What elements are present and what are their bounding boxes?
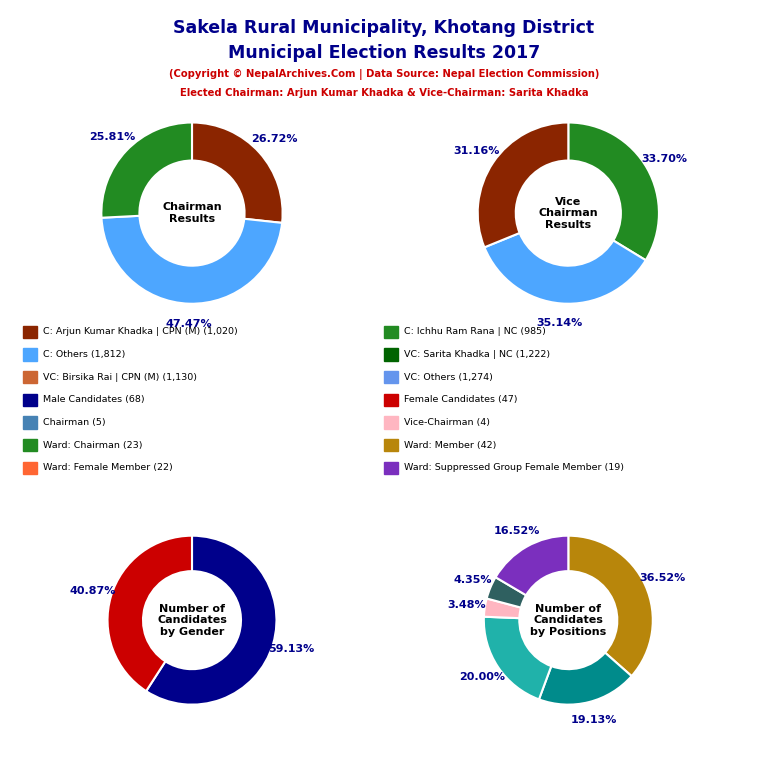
Wedge shape	[495, 536, 568, 595]
Text: Municipal Election Results 2017: Municipal Election Results 2017	[228, 44, 540, 61]
Text: 19.13%: 19.13%	[570, 715, 617, 725]
Wedge shape	[568, 123, 659, 260]
Wedge shape	[108, 536, 192, 691]
Wedge shape	[478, 123, 568, 247]
Text: Number of
Candidates
by Gender: Number of Candidates by Gender	[157, 604, 227, 637]
Text: Vice-Chairman (4): Vice-Chairman (4)	[404, 418, 490, 427]
Wedge shape	[484, 598, 521, 618]
Text: 26.72%: 26.72%	[251, 134, 297, 144]
Wedge shape	[487, 578, 526, 607]
Wedge shape	[568, 536, 653, 676]
Text: 35.14%: 35.14%	[536, 318, 583, 329]
Text: 33.70%: 33.70%	[642, 154, 687, 164]
Text: VC: Birsika Rai | CPN (M) (1,130): VC: Birsika Rai | CPN (M) (1,130)	[43, 372, 197, 382]
Text: 4.35%: 4.35%	[454, 575, 492, 585]
Text: C: Ichhu Ram Rana | NC (985): C: Ichhu Ram Rana | NC (985)	[404, 327, 546, 336]
Text: VC: Sarita Khadka | NC (1,222): VC: Sarita Khadka | NC (1,222)	[404, 350, 550, 359]
Text: C: Arjun Kumar Khadka | CPN (M) (1,020): C: Arjun Kumar Khadka | CPN (M) (1,020)	[43, 327, 238, 336]
Text: 36.52%: 36.52%	[639, 573, 685, 583]
Text: Vice
Chairman
Results: Vice Chairman Results	[538, 197, 598, 230]
Text: Elected Chairman: Arjun Kumar Khadka & Vice-Chairman: Sarita Khadka: Elected Chairman: Arjun Kumar Khadka & V…	[180, 88, 588, 98]
Text: 59.13%: 59.13%	[268, 644, 314, 654]
Text: Ward: Chairman (23): Ward: Chairman (23)	[43, 441, 143, 449]
Text: 31.16%: 31.16%	[453, 147, 500, 157]
Text: Ward: Suppressed Group Female Member (19): Ward: Suppressed Group Female Member (19…	[404, 463, 624, 472]
Wedge shape	[101, 123, 192, 218]
Text: Number of
Candidates
by Positions: Number of Candidates by Positions	[530, 604, 607, 637]
Text: Ward: Member (42): Ward: Member (42)	[404, 441, 496, 449]
Wedge shape	[484, 617, 551, 700]
Text: Male Candidates (68): Male Candidates (68)	[43, 396, 144, 404]
Text: C: Others (1,812): C: Others (1,812)	[43, 350, 125, 359]
Wedge shape	[539, 653, 631, 704]
Text: 3.48%: 3.48%	[447, 600, 485, 610]
Text: Ward: Female Member (22): Ward: Female Member (22)	[43, 463, 173, 472]
Wedge shape	[485, 233, 646, 303]
Text: 47.47%: 47.47%	[166, 319, 212, 329]
Text: VC: Others (1,274): VC: Others (1,274)	[404, 372, 493, 382]
Wedge shape	[192, 123, 283, 223]
Text: 16.52%: 16.52%	[494, 525, 541, 535]
Text: 25.81%: 25.81%	[89, 132, 135, 142]
Text: Female Candidates (47): Female Candidates (47)	[404, 396, 518, 404]
Text: (Copyright © NepalArchives.Com | Data Source: Nepal Election Commission): (Copyright © NepalArchives.Com | Data So…	[169, 69, 599, 80]
Wedge shape	[146, 536, 276, 704]
Text: 20.00%: 20.00%	[459, 672, 505, 682]
Wedge shape	[101, 216, 282, 303]
Text: 40.87%: 40.87%	[70, 586, 116, 596]
Text: Chairman (5): Chairman (5)	[43, 418, 106, 427]
Text: Chairman
Results: Chairman Results	[162, 202, 222, 224]
Text: Sakela Rural Municipality, Khotang District: Sakela Rural Municipality, Khotang Distr…	[174, 19, 594, 37]
